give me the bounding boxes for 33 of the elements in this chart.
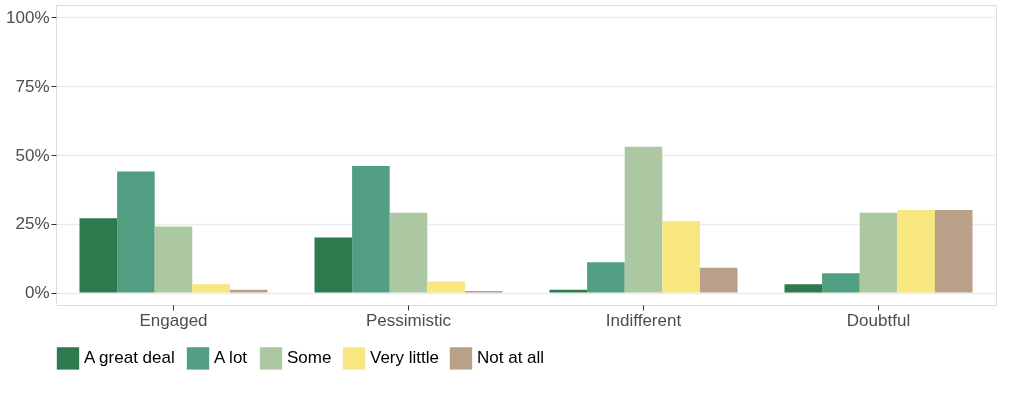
x-tick-label: Indifferent: [605, 310, 682, 330]
bar: [352, 166, 390, 293]
bar: [427, 281, 465, 293]
bar: [934, 210, 973, 293]
y-tick-label: 75%: [15, 76, 50, 96]
legend-label: Some: [287, 348, 332, 368]
bar: [822, 273, 860, 293]
y-tick-label: 100%: [6, 7, 50, 27]
bar: [859, 212, 898, 293]
x-tick-label: Engaged: [139, 310, 208, 330]
legend-label: A lot: [214, 348, 248, 368]
y-tick-label: 0%: [24, 283, 50, 303]
bar: [79, 218, 118, 293]
bar: [549, 289, 588, 293]
legend-label: Not at all: [477, 348, 545, 368]
bar: [784, 284, 823, 293]
bar: [229, 289, 268, 293]
bar: [117, 171, 155, 293]
x-tick-label: Pessimistic: [365, 310, 452, 330]
bar: [624, 146, 663, 293]
x-tick-label: Doubtful: [846, 310, 911, 330]
y-tick-label: 25%: [15, 214, 50, 234]
bar: [314, 237, 353, 293]
bar: [662, 221, 700, 293]
bar: [897, 210, 935, 293]
legend-label: A great deal: [84, 348, 175, 368]
bar: [389, 212, 428, 293]
bar: [699, 267, 738, 293]
legend-label: Very little: [370, 348, 439, 368]
bar: [154, 226, 193, 293]
y-tick-label: 50%: [15, 145, 50, 165]
bar: [587, 262, 625, 293]
bar: [192, 284, 230, 293]
